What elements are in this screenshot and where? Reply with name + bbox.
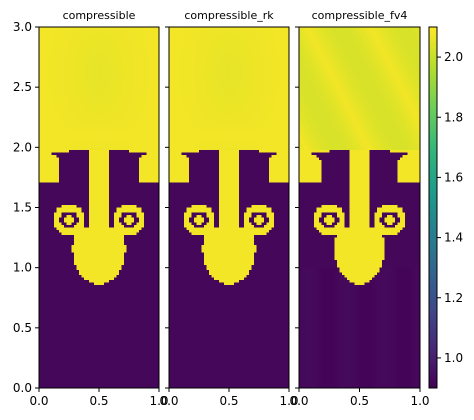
y-tick-label: 1.5: [13, 201, 32, 215]
colorbar-tick-label: 1.6: [444, 170, 463, 184]
panel-3: compressible_fv4 0.0 0.5 1.0: [289, 9, 429, 408]
colorbar-tick-label: 1.4: [444, 231, 463, 245]
heatmap-panels: compressible 0.0 0.5 1.0 compressible_rk 0.0 0…: [29, 9, 429, 408]
y-axis-tick-labels: 0.0 0.5 1.0 1.5 2.0 2.5 3.0: [13, 20, 32, 395]
x-tick-label: 0.5: [219, 394, 238, 408]
panel-title: compressible: [63, 9, 136, 22]
x-tick-label: 0.5: [350, 394, 369, 408]
colorbar-tick-label: 1.2: [444, 291, 463, 305]
colorbar-tick-label: 1.0: [444, 351, 463, 365]
y-tick-label: 2.5: [13, 80, 32, 94]
y-tick-label: 3.0: [13, 20, 32, 34]
colorbar-gradient: [429, 27, 437, 389]
y-tick-label: 1.0: [13, 261, 32, 275]
x-tick-label: 0.0: [289, 394, 308, 408]
colorbar-tick-label: 1.8: [444, 110, 463, 124]
heatmap-cells: [169, 27, 290, 389]
y-tick-label: 0.5: [13, 321, 32, 335]
x-tick-label: 0.0: [159, 394, 178, 408]
panel-2: compressible_rk 0.0 0.5 1.0: [159, 9, 298, 408]
panel-title: compressible_fv4: [312, 9, 408, 22]
x-tick-label: 1.0: [279, 394, 298, 408]
heatmap-cells: [39, 27, 160, 389]
x-tick-label: 0.0: [29, 394, 48, 408]
colorbar-frame: [428, 26, 438, 389]
x-tick-label: 1.0: [410, 394, 429, 408]
y-tick-label: 0.0: [13, 381, 32, 395]
panel-title: compressible_rk: [184, 9, 274, 22]
y-tick-label: 2.0: [13, 140, 32, 154]
colorbar-tick-label: 2.0: [444, 50, 463, 64]
x-tick-label: 1.0: [149, 394, 168, 408]
x-tick-label: 0.5: [89, 394, 108, 408]
panel-1: compressible 0.0 0.5 1.0: [29, 9, 168, 408]
heatmap-cells: [299, 27, 421, 389]
colorbar: 1.0 1.2 1.4 1.6 1.8 2.0: [428, 26, 463, 389]
